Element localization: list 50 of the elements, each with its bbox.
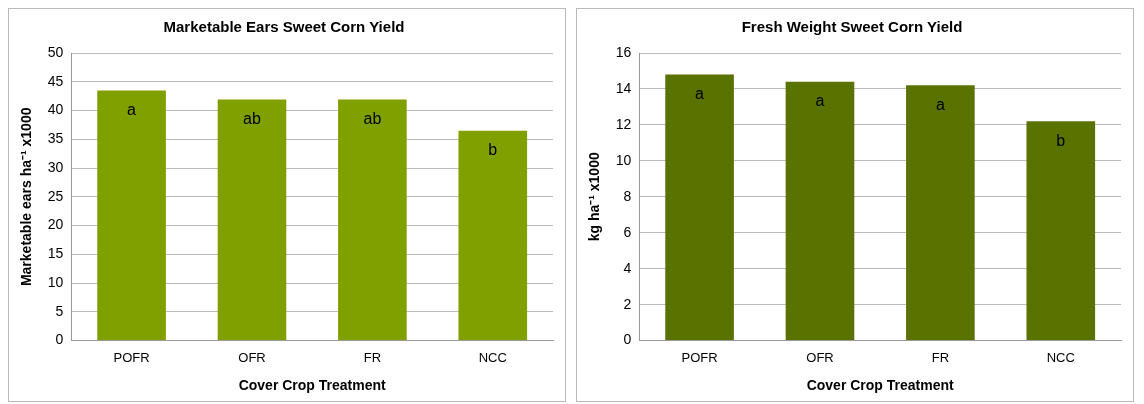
y-tick-label: 35 (47, 130, 64, 147)
bar (458, 130, 528, 341)
data-label: a (695, 84, 705, 102)
y-tick-label: 2 (623, 295, 632, 312)
x-tick-label: OFR (238, 349, 266, 365)
y-tick-label: 4 (623, 259, 632, 276)
data-label: b (488, 141, 498, 159)
y-tick-label: 14 (615, 79, 632, 96)
x-tick-label: NCC (478, 349, 507, 365)
x-axis-title: Cover Crop Treatment (806, 377, 955, 394)
y-tick-label: 30 (47, 158, 64, 175)
x-axis-title: Cover Crop Treatment (238, 377, 387, 394)
y-tick-label: 5 (55, 302, 64, 319)
bar (785, 81, 855, 341)
x-tick-label: FR (931, 349, 950, 365)
y-tick-label: 0 (55, 331, 64, 348)
y-tick-label: 50 (47, 43, 64, 60)
chart-title: Fresh Weight Sweet Corn Yield (741, 18, 963, 36)
y-tick-label: 40 (47, 101, 64, 118)
y-tick-label: 0 (623, 331, 632, 348)
y-tick-label: 8 (623, 187, 632, 204)
data-label: ab (243, 110, 261, 127)
y-tick-label: 25 (47, 187, 64, 204)
y-tick-label: 10 (615, 151, 632, 168)
data-label: b (1056, 131, 1066, 149)
data-label: a (127, 100, 137, 118)
x-tick-label: OFR (806, 349, 834, 365)
x-tick-label: POFR (681, 349, 718, 365)
bar (97, 90, 166, 341)
data-label: a (815, 92, 825, 110)
bar (906, 85, 975, 341)
y-tick-label: 16 (615, 43, 632, 60)
data-label: a (935, 95, 945, 113)
y-tick-label: 15 (47, 245, 64, 262)
bar (217, 99, 287, 341)
y-tick-label: 45 (47, 72, 64, 89)
y-tick-label: 6 (623, 223, 632, 240)
x-tick-label: NCC (1046, 349, 1075, 365)
y-tick-label: 12 (615, 115, 632, 132)
x-tick-label: FR (363, 349, 382, 365)
bar (1026, 121, 1096, 341)
y-tick-label: 20 (47, 216, 64, 233)
y-axis-title: Marketable ears ha⁻¹ x1000 (18, 107, 35, 287)
bar (338, 99, 407, 341)
bar (665, 74, 734, 341)
y-axis-title: kg ha⁻¹ x1000 (586, 152, 603, 242)
y-tick-label: 10 (47, 273, 64, 290)
chart-title: Marketable Ears Sweet Corn Yield (163, 18, 405, 36)
data-label: ab (363, 110, 382, 127)
x-tick-label: POFR (113, 349, 150, 365)
